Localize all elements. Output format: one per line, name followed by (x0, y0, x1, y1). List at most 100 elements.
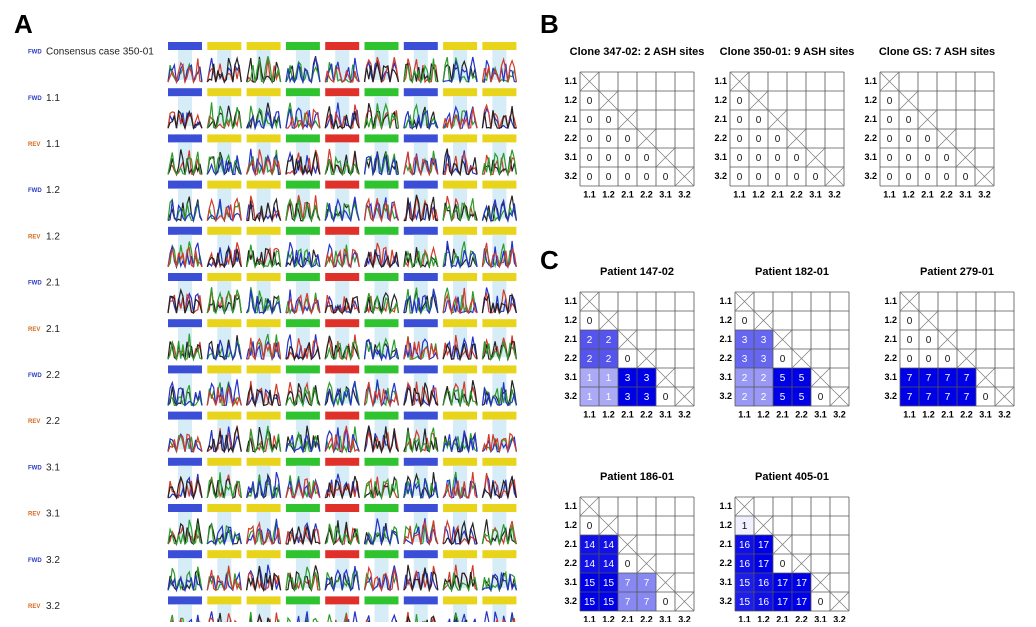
cell-value: 5 (799, 392, 805, 403)
base-label (286, 596, 320, 604)
col-label: 3.2 (678, 409, 691, 419)
col-label: 1.1 (738, 614, 751, 622)
cell-value: 15 (584, 597, 596, 608)
row-label: 1.2 (46, 231, 60, 242)
cell-value: 0 (606, 172, 612, 183)
row-label: 1.1 (719, 501, 732, 511)
row-label: 1.2 (564, 95, 577, 105)
cell-value: 16 (739, 540, 751, 551)
row-label: 1.2 (719, 315, 732, 325)
cell-value: 0 (907, 354, 913, 365)
base-label (482, 596, 516, 604)
base-label (443, 365, 477, 373)
cell-value: 14 (603, 540, 615, 551)
base-label (365, 181, 399, 189)
diagonal-cross (580, 497, 599, 516)
row-label: 2.1 (864, 114, 877, 124)
base-label (286, 88, 320, 96)
cell-value: 16 (758, 597, 770, 608)
row-label: 3.1 (719, 577, 732, 587)
row-label: 1.1 (564, 501, 577, 511)
base-label (207, 458, 241, 466)
cell-value: 0 (606, 115, 612, 126)
diagonal-cross (599, 311, 618, 330)
col-label: 1.2 (922, 409, 935, 419)
diagonal-cross (675, 167, 694, 186)
base-label (247, 596, 281, 604)
base-label (443, 319, 477, 327)
diagonal-cross (937, 129, 956, 148)
cell-value: 0 (794, 153, 800, 164)
row-label: 1.1 (564, 296, 577, 306)
base-label (286, 134, 320, 142)
cell-value: 1 (587, 373, 593, 384)
row-label: 2.2 (564, 133, 577, 143)
row-label: 2.1 (564, 334, 577, 344)
diagonal-cross (956, 148, 975, 167)
diagonal-cross (656, 573, 675, 592)
base-label (365, 319, 399, 327)
base-label (482, 88, 516, 96)
base-label (247, 181, 281, 189)
row-label: 3.2 (719, 596, 732, 606)
diagonal-cross (754, 516, 773, 535)
direction-tag: FWD (28, 465, 42, 471)
base-label (207, 227, 241, 235)
diagonal-cross (811, 368, 830, 387)
cell-value: 0 (606, 153, 612, 164)
col-label: 1.1 (903, 409, 916, 419)
cell-value: 17 (777, 578, 789, 589)
base-label (404, 88, 438, 96)
base-label (482, 227, 516, 235)
base-label (443, 458, 477, 466)
panel-letter: C (540, 245, 559, 275)
diagonal-cross (995, 387, 1014, 406)
row-label: 3.2 (884, 391, 897, 401)
diagonal-cross (825, 167, 844, 186)
row-label: 2.1 (46, 324, 60, 335)
col-label: 2.1 (776, 409, 789, 419)
cell-value: 7 (907, 392, 913, 403)
diagonal-cross (735, 292, 754, 311)
diagonal-cross (637, 129, 656, 148)
diagonal-cross (735, 497, 754, 516)
col-label: 3.1 (659, 614, 672, 622)
row-label: 1.1 (864, 76, 877, 86)
diagonal-cross (918, 110, 937, 129)
diagonal-cross (656, 148, 675, 167)
base-label (443, 596, 477, 604)
col-label: 1.1 (583, 614, 596, 622)
col-label: 1.1 (738, 409, 751, 419)
row-label: 3.1 (564, 372, 577, 382)
cell-value: 0 (983, 392, 989, 403)
row-label: 3.1 (864, 152, 877, 162)
diagonal-cross (975, 167, 994, 186)
cell-value: 2 (587, 354, 593, 365)
base-label (404, 596, 438, 604)
cell-value: 1 (587, 392, 593, 403)
cell-value: 2 (606, 354, 612, 365)
base-label (247, 273, 281, 281)
cell-value: 0 (756, 172, 762, 183)
row-label: 1.2 (564, 520, 577, 530)
cell-value: 0 (737, 172, 743, 183)
base-label (247, 550, 281, 558)
row-label: 2.2 (46, 416, 60, 427)
cell-value: 0 (887, 115, 893, 126)
row-label: 1.2 (564, 315, 577, 325)
base-label (286, 319, 320, 327)
diagonal-cross (957, 349, 976, 368)
base-label (168, 596, 202, 604)
row-label: 1.1 (46, 93, 60, 104)
row-label: 1.2 (46, 185, 60, 196)
col-label: 2.1 (941, 409, 954, 419)
cell-value: 1 (742, 521, 748, 532)
col-label: 3.1 (959, 189, 972, 199)
base-label (365, 134, 399, 142)
cell-value: 7 (907, 373, 913, 384)
cell-value: 0 (906, 153, 912, 164)
diagonal-cross (787, 129, 806, 148)
direction-tag: REV (28, 327, 40, 333)
cell-value: 7 (625, 597, 631, 608)
cell-value: 2 (742, 392, 748, 403)
